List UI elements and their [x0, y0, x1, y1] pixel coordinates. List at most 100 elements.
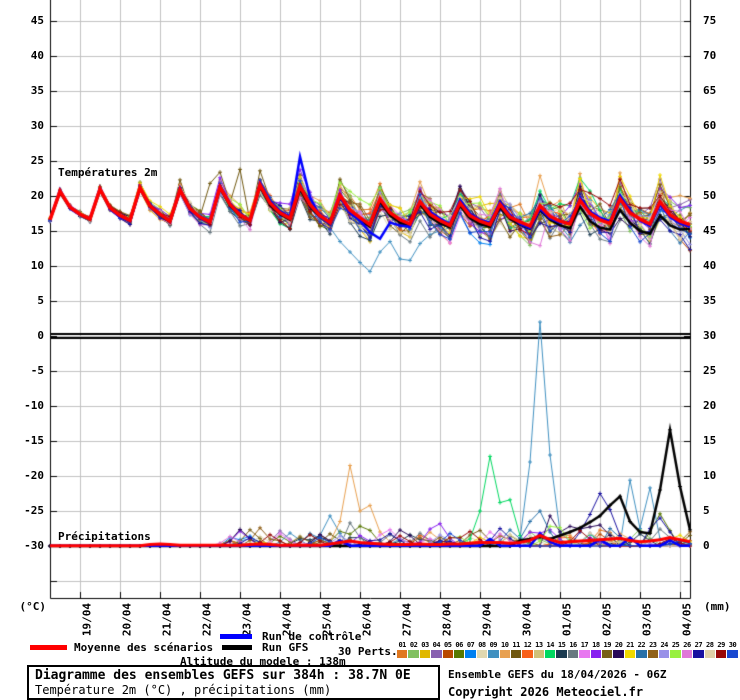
precipitation-panel-label: Précipitations	[58, 530, 151, 543]
right-axis-tick-label: 50	[703, 189, 717, 202]
control-legend-swatch	[220, 634, 252, 639]
member-swatch: 15	[556, 641, 567, 658]
date-tick-label: 23/04	[240, 602, 254, 637]
left-axis-tick-label: 15	[30, 224, 44, 237]
member-swatch: 02	[408, 641, 419, 658]
member-color	[533, 650, 545, 658]
member-color	[522, 650, 533, 658]
left-axis-tick-label: -5	[30, 364, 44, 377]
member-swatch: 29	[715, 641, 727, 658]
right-axis-unit: (mm)	[704, 600, 731, 613]
member-color	[476, 650, 488, 658]
member-swatch: 07	[465, 641, 476, 658]
member-color	[408, 650, 419, 658]
member-color	[613, 650, 624, 658]
date-tick-label: 19/04	[80, 602, 94, 637]
date-tick-label: 02/05	[600, 602, 614, 637]
date-tick-label: 28/04	[440, 602, 454, 637]
member-number: 01	[398, 641, 406, 649]
mean-legend-label: Moyenne des scénarios	[74, 641, 214, 654]
member-number: 09	[489, 641, 498, 649]
member-number: 26	[683, 641, 691, 649]
left-axis-tick-label: 40	[30, 49, 44, 62]
right-axis-tick-label: 65	[703, 84, 717, 97]
left-axis-tick-label: 35	[30, 84, 44, 97]
member-swatch: 06	[453, 641, 465, 658]
member-color	[465, 650, 476, 658]
member-swatch: 23	[647, 641, 658, 658]
right-axis-tick-label: 60	[703, 119, 717, 132]
member-swatch: 20	[613, 641, 624, 658]
mean-legend-swatch	[30, 645, 67, 650]
member-number: 06	[455, 641, 463, 649]
date-tick-label: 30/04	[520, 602, 534, 637]
member-number: 21	[626, 641, 634, 649]
member-number: 12	[523, 641, 532, 649]
member-color	[658, 650, 670, 658]
member-color	[499, 650, 510, 658]
member-number: 07	[466, 641, 475, 649]
right-axis-tick-label: 0	[703, 539, 710, 552]
right-axis-tick-label: 5	[703, 504, 710, 517]
member-number: 24	[660, 641, 668, 649]
member-swatch: 24	[658, 641, 670, 658]
member-swatch: 03	[419, 641, 431, 658]
left-axis-tick-label: 20	[30, 189, 44, 202]
right-axis-tick-label: 35	[703, 294, 717, 307]
member-swatch: 11	[510, 641, 522, 658]
member-color	[715, 650, 727, 658]
member-swatch: 27	[693, 641, 704, 658]
member-swatch: 09	[488, 641, 499, 658]
gfs-legend-label: Run GFS	[262, 641, 309, 654]
member-number: 22	[637, 641, 646, 649]
member-number: 14	[546, 641, 555, 649]
copyright: Copyright 2026 Meteociel.fr	[448, 685, 644, 699]
member-color	[602, 650, 613, 658]
date-tick-label: 21/04	[160, 602, 174, 637]
right-axis-tick-label: 70	[703, 49, 717, 62]
member-color	[431, 650, 442, 658]
right-axis-tick-label: 25	[703, 364, 717, 377]
member-color	[624, 650, 636, 658]
member-swatch: 26	[681, 641, 693, 658]
date-tick-label: 04/05	[680, 602, 694, 637]
member-number: 08	[478, 641, 486, 649]
member-color	[579, 650, 590, 658]
member-swatch: 08	[476, 641, 488, 658]
member-number: 18	[592, 641, 600, 649]
date-tick-label: 03/05	[640, 602, 654, 637]
member-swatch: 10	[499, 641, 510, 658]
member-swatch: 13	[533, 641, 545, 658]
member-swatch: 19	[602, 641, 613, 658]
member-number: 04	[432, 641, 441, 649]
member-color	[556, 650, 567, 658]
date-tick-label: 29/04	[480, 602, 494, 637]
date-tick-label: 01/05	[560, 602, 574, 637]
member-color	[488, 650, 499, 658]
member-number: 15	[557, 641, 566, 649]
member-swatch: 22	[636, 641, 647, 658]
member-color	[681, 650, 693, 658]
member-swatch: 17	[579, 641, 590, 658]
right-axis-tick-label: 30	[703, 329, 717, 342]
right-axis-tick-label: 10	[703, 469, 717, 482]
member-swatch: 16	[567, 641, 579, 658]
chart-title-box: Diagramme des ensembles GEFS sur 384h : …	[27, 665, 440, 700]
member-number: 25	[671, 641, 680, 649]
member-color	[727, 650, 738, 658]
member-number: 11	[512, 641, 520, 649]
member-number: 17	[580, 641, 589, 649]
member-number: 13	[535, 641, 543, 649]
left-axis-tick-label: -20	[24, 469, 44, 482]
member-swatch: 04	[431, 641, 442, 658]
member-number: 29	[717, 641, 725, 649]
member-number: 20	[614, 641, 623, 649]
left-axis-tick-label: 10	[30, 259, 44, 272]
left-axis-tick-label: 45	[30, 14, 44, 27]
left-axis-tick-label: -10	[24, 399, 44, 412]
member-color	[453, 650, 465, 658]
member-number: 05	[444, 641, 452, 649]
right-axis-tick-label: 15	[703, 434, 717, 447]
member-color	[636, 650, 647, 658]
member-swatch: 14	[545, 641, 556, 658]
